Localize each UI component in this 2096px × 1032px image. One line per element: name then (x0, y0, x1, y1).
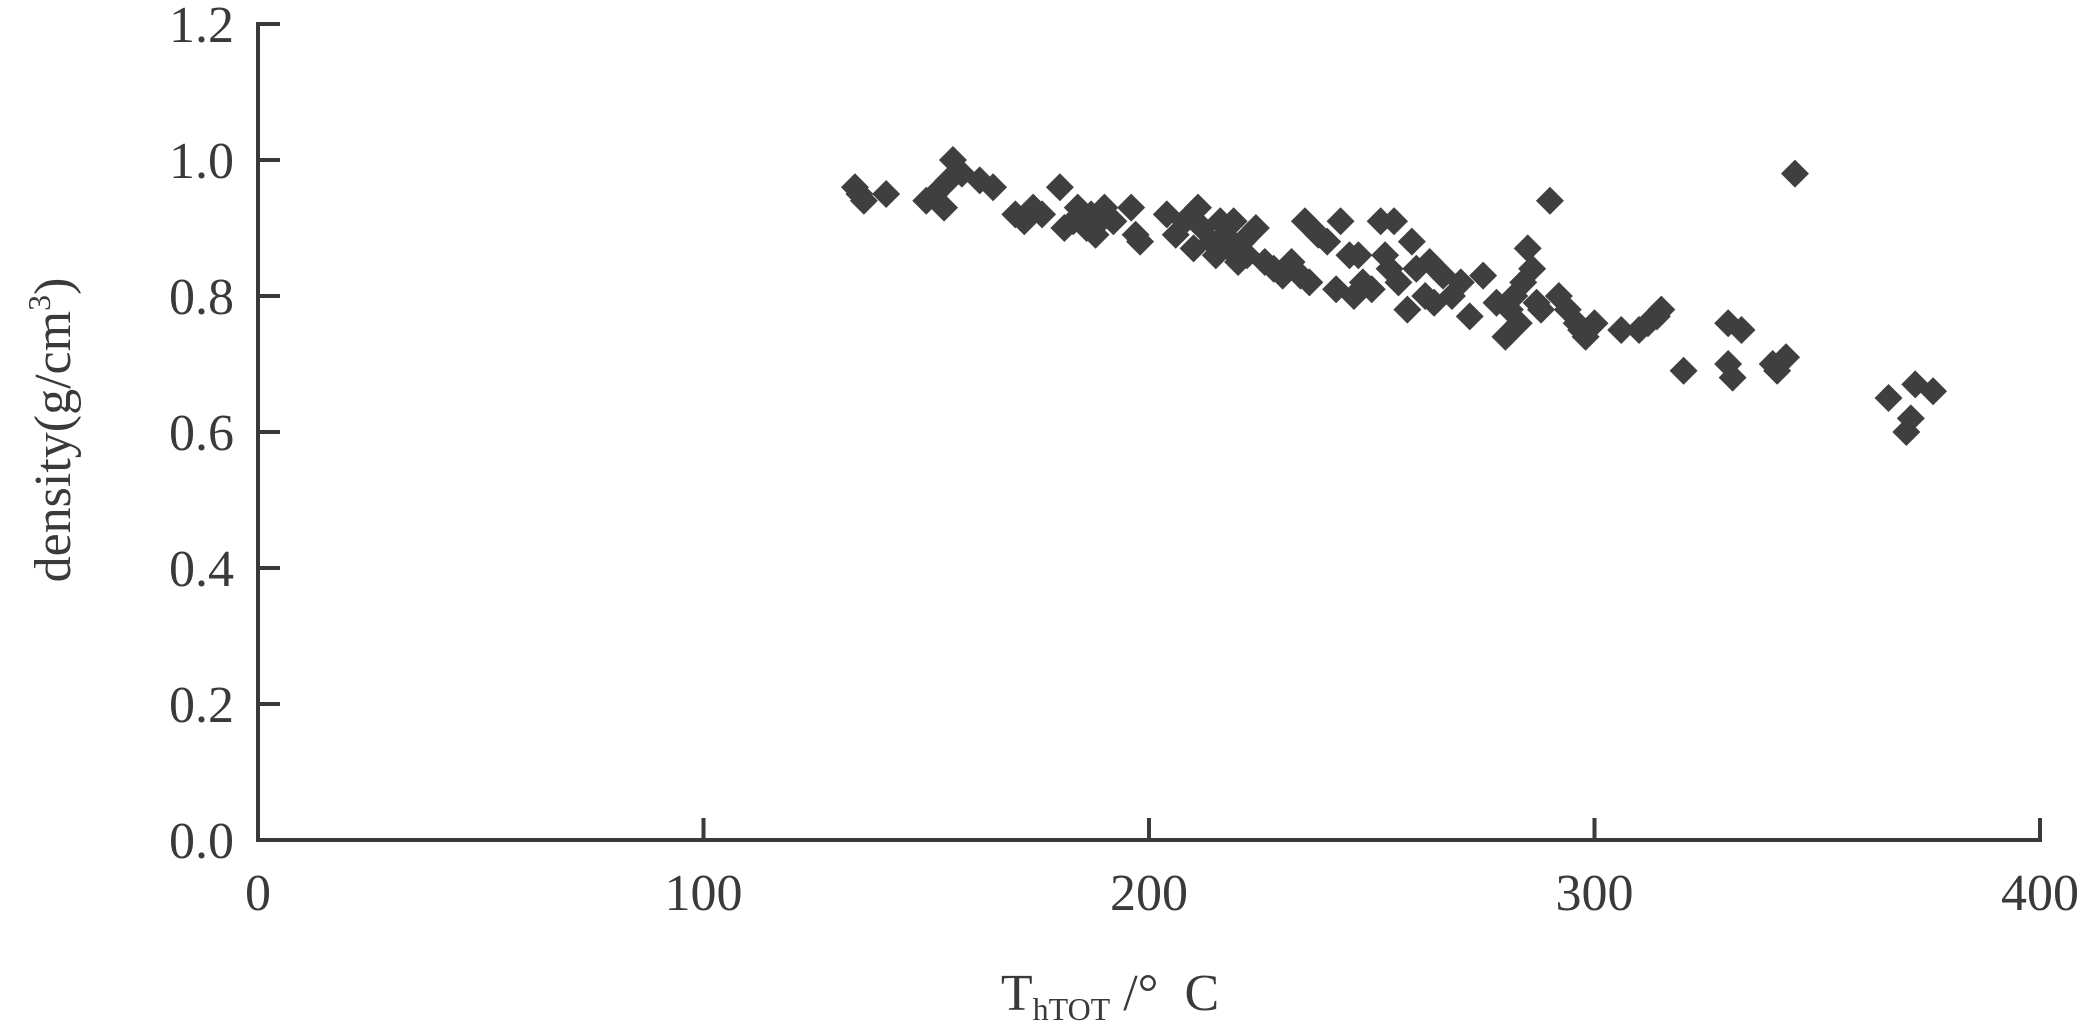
y-tick-label: 0.0 (169, 813, 234, 870)
scatter-point (1117, 193, 1146, 222)
x-tick-label: 0 (245, 865, 271, 922)
x-axis-title-main: T (1001, 965, 1033, 1022)
scatter-point (979, 173, 1008, 202)
scatter-point (1357, 275, 1386, 304)
scatter-point (1772, 343, 1801, 372)
scatter-point (1535, 186, 1564, 215)
scatter-point (872, 180, 901, 208)
y-tick-label: 0.8 (169, 269, 234, 326)
scatter-point (1527, 295, 1556, 324)
scatter-point (1326, 207, 1355, 236)
y-axis-title: density(g/cm3) (21, 278, 82, 583)
y-tick-label: 0.2 (169, 677, 234, 734)
scatter-point (1344, 241, 1373, 270)
scatter-point (1455, 302, 1484, 331)
x-tick-label: 300 (1556, 865, 1634, 922)
scatter-point (1380, 207, 1409, 236)
scatter-point (1919, 377, 1948, 406)
scatter-point (1446, 268, 1475, 297)
data-points (840, 146, 1948, 446)
scatter-point (1647, 295, 1676, 324)
scatter-point (1233, 241, 1262, 270)
scatter-point (1504, 309, 1533, 338)
scatter-point (1727, 316, 1756, 344)
scatter-point (849, 186, 878, 215)
scatter-point (1313, 227, 1342, 256)
scatter-point (1393, 295, 1422, 324)
scatter-point (1126, 227, 1155, 256)
scatter-point (1219, 207, 1248, 236)
y-axis-ticks: 0.0 0.2 0.4 0.6 0.8 1.0 1.2 (169, 0, 280, 870)
x-tick-label: 200 (1110, 865, 1188, 922)
scatter-point (1241, 214, 1270, 242)
scatter-point (1402, 254, 1431, 283)
x-axis-ticks: 0 100 200 300 400 (245, 818, 2079, 922)
scatter-point (1518, 254, 1547, 283)
x-axis-title: ThTOT /° C (1001, 965, 1219, 1027)
y-tick-label: 1.0 (169, 133, 234, 190)
x-tick-label: 400 (2001, 865, 2079, 922)
y-axis-title-superscript: 3 (21, 295, 57, 311)
scatter-point (1718, 363, 1747, 392)
y-axis-title-end: ) (25, 278, 82, 295)
y-tick-label: 0.4 (169, 541, 234, 598)
scatter-point (1874, 384, 1903, 412)
scatter-point (1295, 268, 1324, 297)
x-axis-title-subscript: hTOT (1033, 991, 1111, 1027)
scatter-point (1397, 227, 1426, 256)
scatter-point (1028, 200, 1057, 229)
scatter-point (1780, 159, 1809, 188)
scatter-point (1669, 356, 1698, 385)
y-axis-title-main: density(g/cm (25, 311, 82, 583)
x-tick-label: 100 (665, 865, 743, 922)
scatter-point (1045, 173, 1074, 202)
scatter-point (1099, 207, 1128, 236)
scatter-point (1384, 268, 1413, 297)
y-tick-label: 0.6 (169, 405, 234, 462)
scatter-point (1469, 261, 1498, 290)
y-tick-label: 1.2 (169, 0, 234, 54)
scatter-point (1896, 404, 1925, 433)
scatter-point (1184, 193, 1213, 222)
scatter-point (930, 193, 959, 222)
scatter-point (1513, 234, 1542, 263)
scatter-point (1580, 309, 1609, 338)
scatter-point (1607, 316, 1636, 344)
scatter-point (1371, 241, 1400, 270)
x-axis-title-unit: /° C (1110, 965, 1219, 1022)
